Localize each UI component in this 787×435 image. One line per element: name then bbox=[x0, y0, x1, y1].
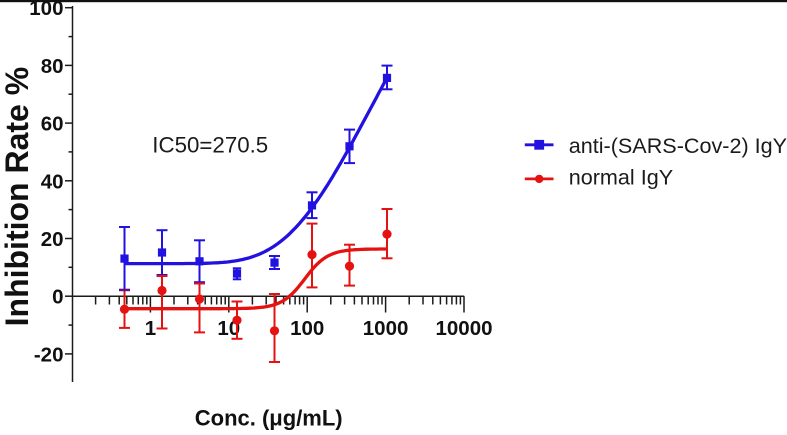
svg-text:40: 40 bbox=[41, 170, 64, 193]
svg-text:normal IgY: normal IgY bbox=[569, 164, 673, 189]
svg-text:100: 100 bbox=[290, 317, 324, 340]
svg-text:Inhibition Rate %: Inhibition Rate % bbox=[0, 67, 35, 327]
svg-text:Conc. (μg/mL): Conc. (μg/mL) bbox=[195, 406, 343, 431]
svg-text:1000: 1000 bbox=[363, 317, 409, 340]
svg-text:IC50=270.5: IC50=270.5 bbox=[152, 132, 268, 157]
svg-text:0: 0 bbox=[52, 286, 63, 309]
svg-text:10000: 10000 bbox=[435, 317, 492, 340]
svg-text:100: 100 bbox=[29, 0, 63, 20]
svg-text:80: 80 bbox=[41, 55, 64, 78]
svg-text:anti-(SARS-Cov-2) IgY: anti-(SARS-Cov-2) IgY bbox=[569, 133, 787, 158]
svg-text:-20: -20 bbox=[34, 343, 64, 366]
svg-text:1: 1 bbox=[145, 317, 156, 340]
svg-text:20: 20 bbox=[41, 228, 64, 251]
svg-text:60: 60 bbox=[41, 113, 64, 136]
